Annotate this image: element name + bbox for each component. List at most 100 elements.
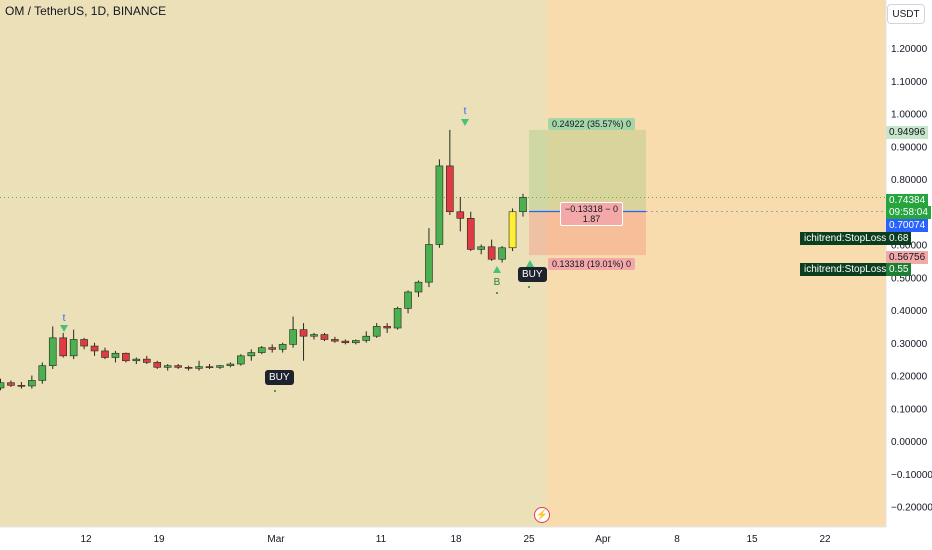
rr-middle-line-1: −0.13318 − 0 xyxy=(565,204,619,214)
candle-body xyxy=(414,281,423,293)
candle-body xyxy=(132,358,141,362)
rr-stop-label: 0.13318 (19.01%) 0 xyxy=(548,258,636,270)
candle-body xyxy=(101,350,109,358)
buy-signal-2: BUY xyxy=(518,267,547,282)
candle-body xyxy=(247,352,256,357)
time-axis-label: Apr xyxy=(595,534,611,545)
price-axis-label: 0.30000 xyxy=(891,339,928,350)
candle-body xyxy=(163,365,172,368)
candle-body xyxy=(425,244,433,283)
candle-body xyxy=(435,165,444,245)
down-arrow-icon xyxy=(60,325,68,332)
time-axis-label: 19 xyxy=(153,534,165,545)
candle-body xyxy=(289,329,297,345)
time-axis-label: 12 xyxy=(80,534,92,545)
buy-signal-1: BUY xyxy=(265,370,294,385)
stoploss-1-value: 0.68 xyxy=(886,232,912,245)
candle-body xyxy=(362,335,371,341)
candle-body xyxy=(278,344,287,350)
rr-middle-line-2: 1.87 xyxy=(582,214,601,224)
stoploss-2-value: 0.55 xyxy=(886,263,912,276)
candle-body xyxy=(174,365,182,368)
rr-target-label: 0.24922 (35.57%) 0 xyxy=(548,118,636,130)
candle-body xyxy=(372,326,381,337)
candle-body xyxy=(237,355,245,365)
dot-marker xyxy=(496,292,498,294)
time-axis-label: 15 xyxy=(746,534,758,545)
candle-body xyxy=(257,347,266,353)
stoploss-2-label: ichitrend:StopLoss 2 xyxy=(800,263,899,276)
candle-body xyxy=(446,165,454,213)
candle-body xyxy=(153,362,162,368)
time-axis-label: 18 xyxy=(450,534,462,545)
candle-body xyxy=(143,358,151,363)
candle-body xyxy=(268,347,277,350)
candle-body xyxy=(17,385,26,387)
entry-price-tag: 0.70074 xyxy=(886,219,929,232)
candle-body xyxy=(487,246,496,260)
currency-button[interactable]: USDT xyxy=(887,4,925,24)
price-axis-label: 0.90000 xyxy=(891,142,928,153)
countdown-tag: 09:58:04 xyxy=(886,206,931,219)
candle-body xyxy=(122,352,130,362)
price-axis-label: 0.00000 xyxy=(891,437,928,448)
time-axis-label: 11 xyxy=(376,534,387,545)
up-arrow-icon xyxy=(493,266,501,273)
candle-body xyxy=(7,382,15,386)
time-axis-label: 25 xyxy=(523,534,535,545)
candle-body xyxy=(59,337,68,357)
candle-body xyxy=(216,365,224,368)
price-axis-label: 0.50000 xyxy=(891,273,928,284)
stoploss-1-label: ichitrend:StopLoss 1 xyxy=(800,232,899,245)
t-signal-1: t xyxy=(63,313,66,324)
reward-zone xyxy=(529,129,646,212)
candle-body xyxy=(508,211,517,249)
candle-body xyxy=(80,339,88,347)
candle-body xyxy=(341,340,350,344)
candle-body xyxy=(38,365,47,381)
lightning-icon[interactable]: ⚡ xyxy=(534,507,550,523)
candle-body xyxy=(383,326,391,329)
candle-body xyxy=(519,197,527,213)
down-arrow-icon xyxy=(461,119,469,126)
candle-body xyxy=(331,339,339,342)
candle-body xyxy=(456,211,465,219)
candle-body xyxy=(498,247,506,260)
price-axis-label: 0.60000 xyxy=(891,241,928,252)
time-axis-bg xyxy=(0,527,886,550)
candle-body xyxy=(320,334,329,340)
candle-body xyxy=(393,308,402,329)
candle-body xyxy=(477,246,486,250)
past-region xyxy=(0,0,547,527)
candle-body xyxy=(111,352,120,358)
time-axis-label: 8 xyxy=(674,534,680,545)
candle-body xyxy=(90,345,99,352)
price-axis-label: 0.20000 xyxy=(891,372,928,383)
current-price-tag: 0.74384 xyxy=(886,194,929,207)
time-axis-label: 22 xyxy=(819,534,831,545)
time-axis-label: Mar xyxy=(267,534,285,545)
t-signal-2: t xyxy=(464,106,467,117)
price-axis-label: 0.10000 xyxy=(891,404,928,415)
up-arrow-icon xyxy=(526,260,534,267)
candle-body xyxy=(310,334,318,337)
dot-marker xyxy=(274,390,276,392)
candle-body xyxy=(404,291,412,309)
b-signal: B xyxy=(494,277,501,288)
candle-body xyxy=(299,329,308,337)
price-axis-label: −0.10000 xyxy=(891,470,932,481)
rr-middle-label: −0.13318 − 0 1.87 xyxy=(560,202,624,226)
chart-title: OM / TetherUS, 1D, BINANCE xyxy=(5,4,167,18)
candle-body xyxy=(205,366,214,368)
price-axis-label: 1.10000 xyxy=(891,77,928,88)
candle-body xyxy=(466,218,475,250)
price-axis-label: 0.80000 xyxy=(891,175,928,186)
price-axis-label: 1.00000 xyxy=(891,110,928,121)
candle-body xyxy=(48,337,57,366)
target-price-tag: 0.94996 xyxy=(886,126,929,139)
price-axis-label: 0.40000 xyxy=(891,306,928,317)
candle-body xyxy=(226,363,235,366)
candle-body xyxy=(195,366,203,369)
candle-body xyxy=(184,367,193,369)
